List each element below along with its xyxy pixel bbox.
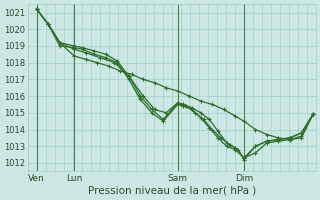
X-axis label: Pression niveau de la mer( hPa ): Pression niveau de la mer( hPa ) bbox=[88, 186, 256, 196]
